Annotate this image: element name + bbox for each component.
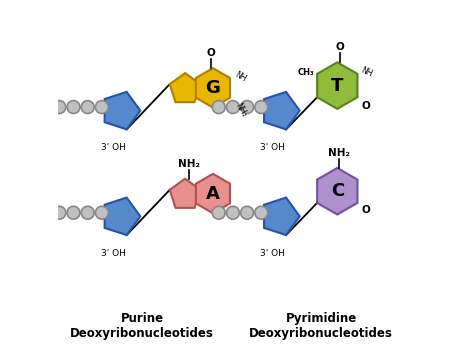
Circle shape — [81, 206, 94, 219]
Text: A: A — [206, 184, 220, 203]
Text: T: T — [331, 77, 344, 95]
Text: C: C — [331, 182, 344, 200]
Polygon shape — [105, 92, 140, 129]
Text: O: O — [336, 42, 345, 52]
Text: NH: NH — [234, 69, 248, 83]
Circle shape — [53, 206, 66, 219]
Circle shape — [212, 101, 225, 113]
Circle shape — [95, 101, 108, 113]
Text: NH₂: NH₂ — [178, 159, 200, 169]
Text: O: O — [207, 48, 216, 58]
Text: Purine
Deoxyribonucleotides: Purine Deoxyribonucleotides — [70, 312, 214, 340]
Text: 3' OH: 3' OH — [101, 143, 126, 152]
Circle shape — [212, 206, 225, 219]
Polygon shape — [170, 179, 201, 208]
Polygon shape — [264, 197, 300, 235]
Polygon shape — [105, 197, 140, 235]
Circle shape — [81, 101, 94, 113]
Circle shape — [53, 101, 66, 113]
Text: Pyrimidine
Deoxyribonucleotides: Pyrimidine Deoxyribonucleotides — [249, 312, 393, 340]
Circle shape — [255, 101, 268, 113]
Polygon shape — [317, 62, 357, 109]
Circle shape — [67, 206, 80, 219]
Circle shape — [227, 101, 239, 113]
Circle shape — [255, 206, 268, 219]
Circle shape — [67, 101, 80, 113]
Circle shape — [241, 101, 254, 113]
Text: G: G — [206, 79, 220, 97]
Text: O: O — [361, 101, 370, 111]
Text: NH₂: NH₂ — [328, 148, 350, 158]
Text: 3' OH: 3' OH — [260, 143, 285, 152]
Text: O: O — [361, 205, 370, 215]
Text: CH₃: CH₃ — [298, 68, 314, 77]
Text: NH₂: NH₂ — [234, 101, 249, 118]
Polygon shape — [317, 168, 357, 214]
Text: NH: NH — [360, 66, 374, 79]
Text: 3' OH: 3' OH — [260, 249, 285, 257]
Circle shape — [95, 206, 108, 219]
Polygon shape — [196, 68, 230, 108]
Circle shape — [241, 206, 254, 219]
Polygon shape — [196, 174, 230, 213]
Polygon shape — [264, 92, 300, 129]
Polygon shape — [170, 73, 201, 102]
Text: 3' OH: 3' OH — [101, 249, 126, 257]
Circle shape — [227, 206, 239, 219]
